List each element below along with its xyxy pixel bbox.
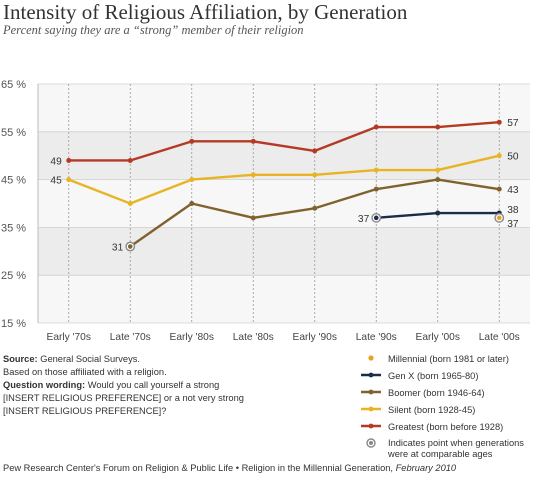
- data-point-greatest: [66, 157, 72, 163]
- data-point-greatest: [435, 124, 441, 130]
- line-chart: 65 % 55 % 45 % 35 % 25 % 15 % Early '70s Late '…: [1, 79, 530, 343]
- data-label: 50: [507, 152, 519, 163]
- data-point-silent: [250, 172, 256, 178]
- y-tick-label: 25 %: [1, 270, 26, 282]
- chart-subtitle: Percent saying they are a “strong” membe…: [3, 23, 304, 37]
- x-tick-label: Early '70s: [47, 332, 91, 343]
- chart-notes: Source: General Social Surveys. Based on…: [3, 353, 348, 418]
- legend-symbol-boomer: [361, 389, 381, 395]
- chart-footer: Pew Research Center's Forum on Religion …: [3, 463, 456, 473]
- data-point-silent: [435, 167, 441, 173]
- data-point-boomer: [189, 201, 195, 206]
- data-point-silent: [373, 167, 379, 173]
- data-label: 31: [112, 243, 124, 254]
- data-point-boomer: [373, 186, 379, 192]
- x-tick-label: Late '80s: [233, 332, 274, 343]
- data-point-boomer: [435, 177, 441, 183]
- data-label: 45: [50, 176, 62, 187]
- question-line: Question wording: Would you call yoursel…: [3, 379, 348, 392]
- legend-item-boomer: Boomer (born 1946-64): [360, 387, 540, 404]
- y-tick-label: 65 %: [1, 79, 26, 91]
- legend-label-millennial: Millennial (born 1981 or later): [388, 354, 509, 364]
- legend-label-boomer: Boomer (born 1946-64): [388, 388, 485, 398]
- footer-text: Pew Research Center's Forum on Religion …: [3, 463, 394, 473]
- legend-item-millennial: Millennial (born 1981 or later): [360, 353, 540, 370]
- based-on-note: Based on those affiliated with a religio…: [3, 367, 167, 377]
- data-label: 43: [507, 185, 519, 196]
- data-label: 38: [507, 205, 519, 216]
- data-label: 49: [50, 156, 62, 167]
- data-point-greatest: [496, 119, 502, 125]
- comparable-point-icon: [366, 438, 376, 448]
- legend-item-comparable: Indicates point when generations were at…: [360, 438, 540, 466]
- y-tick-label: 15 %: [1, 318, 26, 330]
- legend-label-greatest: Greatest (born before 1928): [388, 422, 504, 432]
- legend-symbol-greatest: [361, 423, 381, 429]
- data-point-silent: [66, 177, 72, 183]
- data-point-silent: [496, 153, 502, 159]
- source-text: General Social Surveys.: [40, 354, 140, 364]
- x-tick-label: Early '80s: [170, 332, 214, 343]
- legend-label-silent: Silent (born 1928-45): [388, 405, 476, 415]
- legend-symbol-genx: [361, 372, 381, 378]
- comparable-point-center: [127, 244, 133, 249]
- x-tick-label: Late '90s: [356, 332, 397, 343]
- x-tick-label: Late '70s: [110, 332, 151, 343]
- comparable-point-center: [373, 215, 379, 221]
- shaded-band-0: [38, 227, 530, 276]
- question-text-2: [INSERT RELIGIOUS PREFERENCE] or a not v…: [3, 393, 244, 403]
- legend-item-genx: Gen X (born 1965-80): [360, 370, 540, 387]
- data-point-silent: [127, 201, 133, 206]
- chart-title: Intensity of Religious Affiliation, by G…: [3, 0, 408, 24]
- legend-symbol-silent: [361, 406, 381, 412]
- data-point-silent: [312, 172, 318, 178]
- series-line-greatest: [68, 121, 500, 162]
- y-tick-label: 35 %: [1, 222, 26, 234]
- x-tick-label: Early '90s: [293, 332, 337, 343]
- chart-legend: Millennial (born 1981 or later) Gen X (b…: [360, 353, 540, 466]
- y-tick-label: 55 %: [1, 127, 26, 139]
- x-tick-label: Late '00s: [479, 332, 520, 343]
- legend-symbol-millennial: [368, 355, 374, 361]
- x-tick-label: Early '00s: [416, 332, 460, 343]
- data-point-greatest: [189, 138, 195, 144]
- data-label: 37: [507, 219, 519, 230]
- data-point-boomer: [250, 215, 256, 221]
- source-line: Source: General Social Surveys.: [3, 353, 348, 366]
- series-line-silent: [68, 154, 500, 205]
- data-label: 57: [507, 118, 519, 129]
- shaded-band-1: [38, 131, 530, 180]
- data-point-boomer: [496, 186, 502, 192]
- data-point-silent: [189, 177, 195, 183]
- data-point-greatest: [373, 124, 379, 130]
- data-point-greatest: [250, 138, 256, 144]
- legend-item-silent: Silent (born 1928-45): [360, 404, 540, 421]
- legend-item-greatest: Greatest (born before 1928): [360, 421, 540, 438]
- plot-background: [38, 84, 530, 323]
- data-label: 37: [358, 214, 370, 225]
- data-point-greatest: [312, 148, 318, 154]
- question-label: Question wording:: [3, 380, 86, 390]
- legend-label-comparable: Indicates point when generations were at…: [388, 438, 524, 459]
- legend-label-genx: Gen X (born 1965-80): [388, 371, 479, 381]
- source-label: Source:: [3, 354, 38, 364]
- data-point-gen: [435, 210, 441, 216]
- comparable-point-center: [496, 215, 502, 221]
- y-tick-label: 45 %: [1, 175, 26, 187]
- footer-date: February 2010: [395, 463, 457, 473]
- data-point-boomer: [312, 205, 318, 211]
- data-point-greatest: [127, 157, 133, 163]
- question-text-1: Would you call yourself a strong: [87, 380, 220, 390]
- question-text-3: [INSERT RELIGIOUS PREFERENCE]?: [3, 406, 167, 416]
